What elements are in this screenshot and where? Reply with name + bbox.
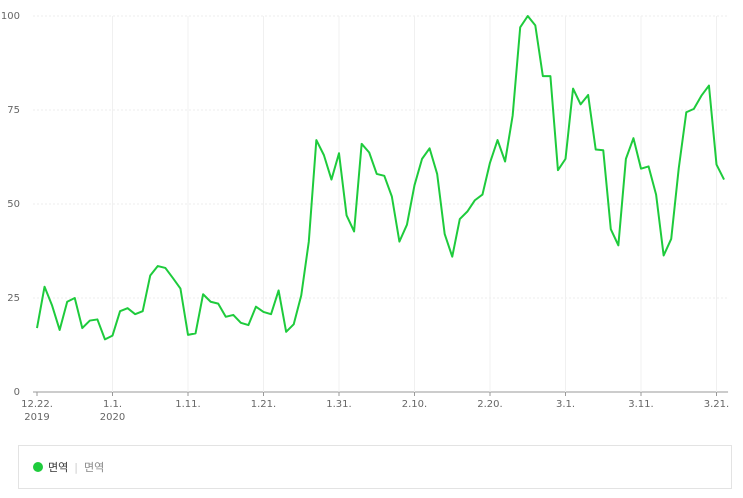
legend-keyword: 면역: [83, 461, 105, 474]
legend-separator: |: [74, 460, 78, 474]
y-tick-label: 25: [7, 293, 20, 304]
x-tick-label: 12.22.: [21, 399, 53, 410]
legend-name[interactable]: 면역: [48, 461, 69, 474]
x-tick-label: 3.11.: [628, 399, 653, 410]
y-tick-label: 0: [14, 387, 20, 398]
x-year-label: 2020: [100, 412, 125, 423]
x-tick-label: 3.1.: [556, 399, 575, 410]
x-tick-label: 1.1.: [103, 399, 122, 410]
legend: 면역 | 면역: [18, 445, 732, 489]
x-tick-label: 1.31.: [326, 399, 351, 410]
y-tick-label: 100: [1, 11, 20, 22]
x-tick-label: 3.21.: [704, 399, 729, 410]
legend-dot: [33, 462, 43, 472]
y-tick-label: 50: [7, 199, 20, 210]
x-year-label: 2019: [24, 412, 49, 423]
series-line: [36, 15, 725, 341]
chart: 0 25 50 75 100 12.22. 2019 1.1. 2020 1.11. 1.21. 1.…: [1, 11, 729, 423]
x-tick-label: 2.20.: [477, 399, 502, 410]
x-tick-label: 1.21.: [251, 399, 276, 410]
x-tick-label: 2.10.: [402, 399, 427, 410]
y-tick-label: 75: [7, 105, 20, 116]
x-tick-label: 1.11.: [175, 399, 200, 410]
